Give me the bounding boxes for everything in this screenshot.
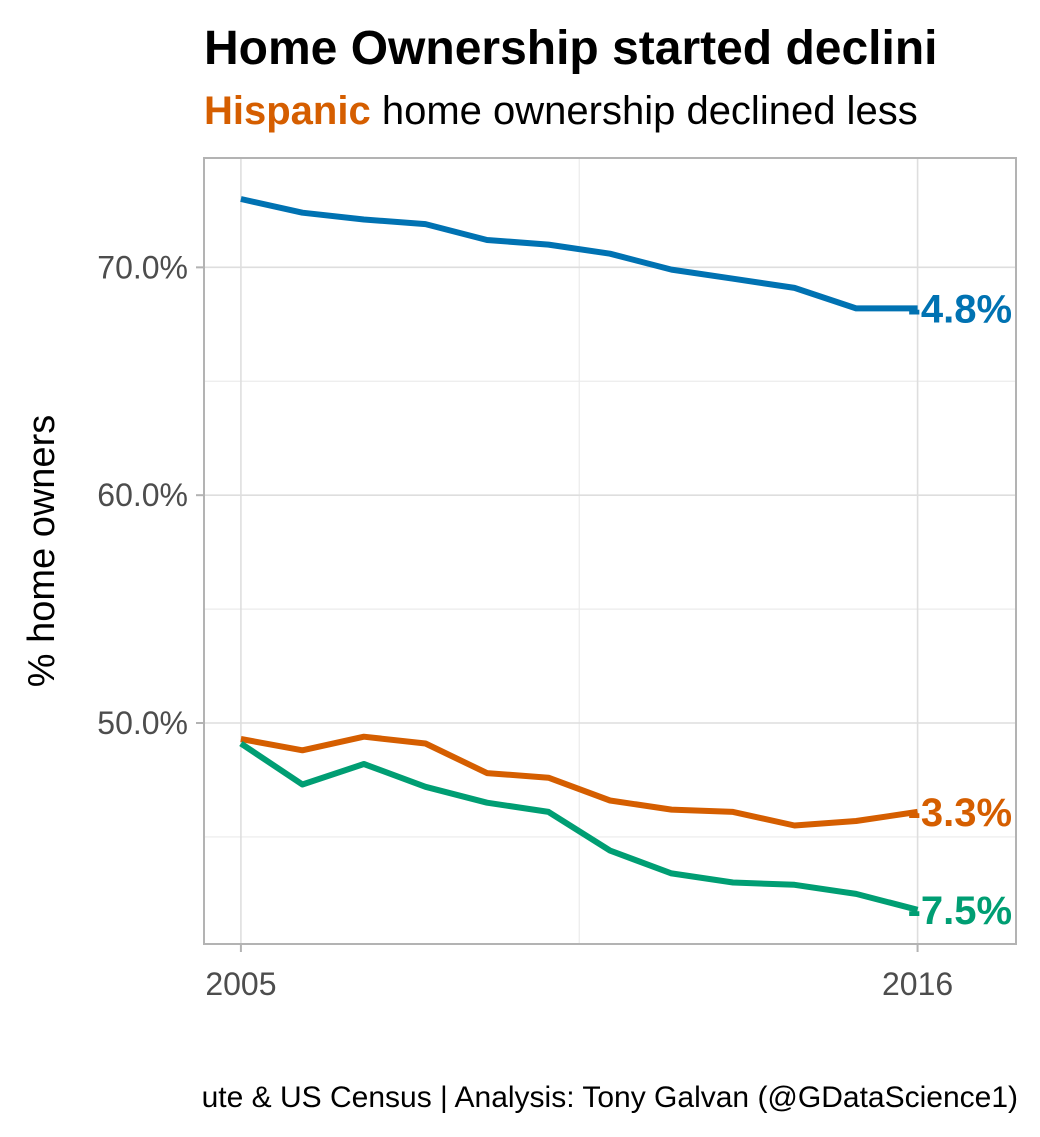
- chart-subtitle: Hispanic home ownership declined less: [204, 89, 918, 133]
- grid: [204, 158, 1016, 944]
- end-labels: -4.8% -3.3% -7.5%: [908, 287, 1013, 932]
- end-label-2: -3.3%: [908, 791, 1013, 835]
- chart-title: Home Ownership started declini: [204, 22, 938, 75]
- ticks: 50.0% 60.0% 70.0% 2005 2016: [97, 249, 953, 1002]
- y-tick-label: 60.0%: [97, 477, 188, 513]
- series-layer: [239, 196, 919, 913]
- caption: ute & US Census | Analysis: Tony Galvan …: [202, 1081, 1018, 1114]
- end-label-1: -4.8%: [908, 287, 1013, 331]
- x-tick-label: 2005: [205, 966, 276, 1002]
- series-line-3: [239, 741, 919, 913]
- plot-border: [203, 157, 1017, 945]
- y-axis-label: % home owners: [21, 415, 63, 687]
- subtitle-highlight: Hispanic: [204, 89, 371, 133]
- x-tick-label: 2016: [882, 966, 953, 1002]
- y-tick-label: 50.0%: [97, 705, 188, 741]
- end-label-3: -7.5%: [908, 889, 1013, 933]
- y-tick-label: 70.0%: [97, 249, 188, 285]
- series-line-2: [240, 733, 919, 829]
- series-line-1: [240, 196, 918, 312]
- subtitle-rest: home ownership declined less: [371, 89, 918, 133]
